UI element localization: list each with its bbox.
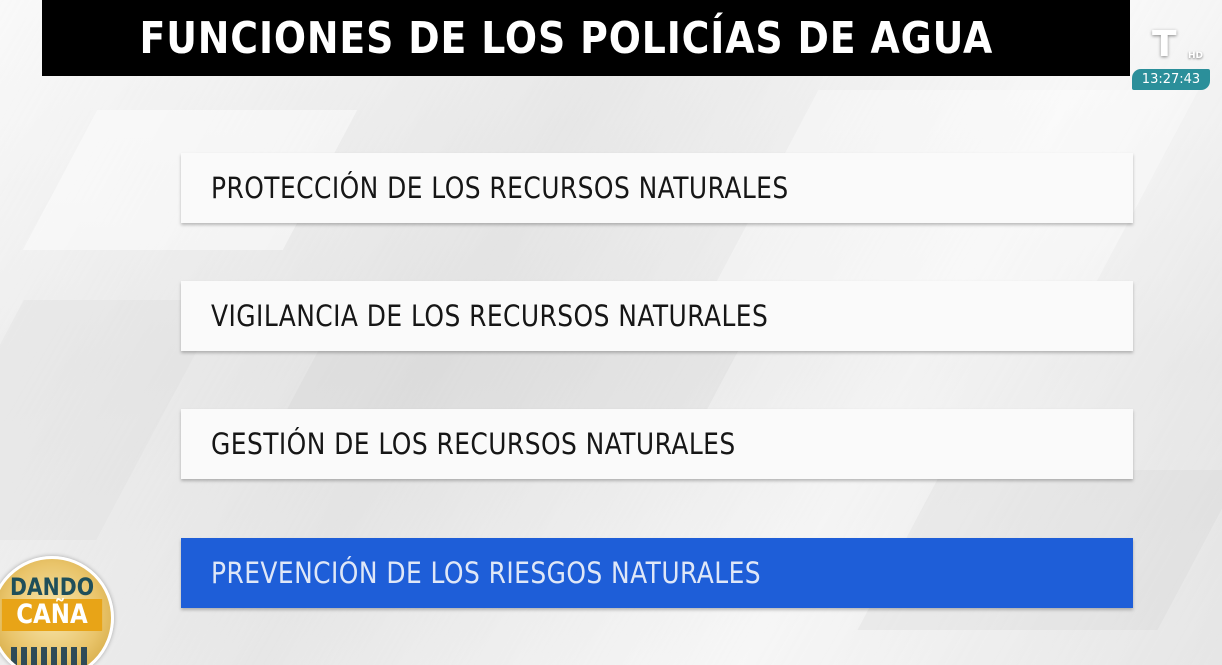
list-item-label: PREVENCIÓN DE LOS RIESGOS NATURALES bbox=[211, 556, 762, 590]
title-bar: FUNCIONES DE LOS POLICÍAS DE AGUA bbox=[42, 0, 1130, 76]
list-item-vigilancia: VIGILANCIA DE LOS RECURSOS NATURALES bbox=[181, 281, 1133, 351]
clock-display: 13:27:43 bbox=[1132, 69, 1210, 90]
skyline-icon bbox=[11, 647, 91, 665]
list-item-label: VIGILANCIA DE LOS RECURSOS NATURALES bbox=[211, 299, 769, 333]
list-item-label: GESTIÓN DE LOS RECURSOS NATURALES bbox=[211, 427, 736, 461]
page-title: FUNCIONES DE LOS POLICÍAS DE AGUA bbox=[139, 12, 993, 64]
list-item-prevencion-highlighted: PREVENCIÓN DE LOS RIESGOS NATURALES bbox=[181, 538, 1133, 608]
program-logo-line2: CAÑA bbox=[1, 599, 103, 631]
hd-badge: HD bbox=[1188, 51, 1204, 61]
channel-logo-letter: T bbox=[1152, 24, 1177, 65]
list-item-gestion: GESTIÓN DE LOS RECURSOS NATURALES bbox=[181, 409, 1133, 479]
program-logo-icon: DANDO CAÑA bbox=[0, 556, 114, 665]
list-item-label: PROTECCIÓN DE LOS RECURSOS NATURALES bbox=[211, 171, 789, 205]
program-logo-line1: DANDO bbox=[9, 573, 95, 601]
list-item-proteccion: PROTECCIÓN DE LOS RECURSOS NATURALES bbox=[181, 153, 1133, 223]
channel-logo-icon: T HD 13:27:43 bbox=[1132, 22, 1212, 94]
